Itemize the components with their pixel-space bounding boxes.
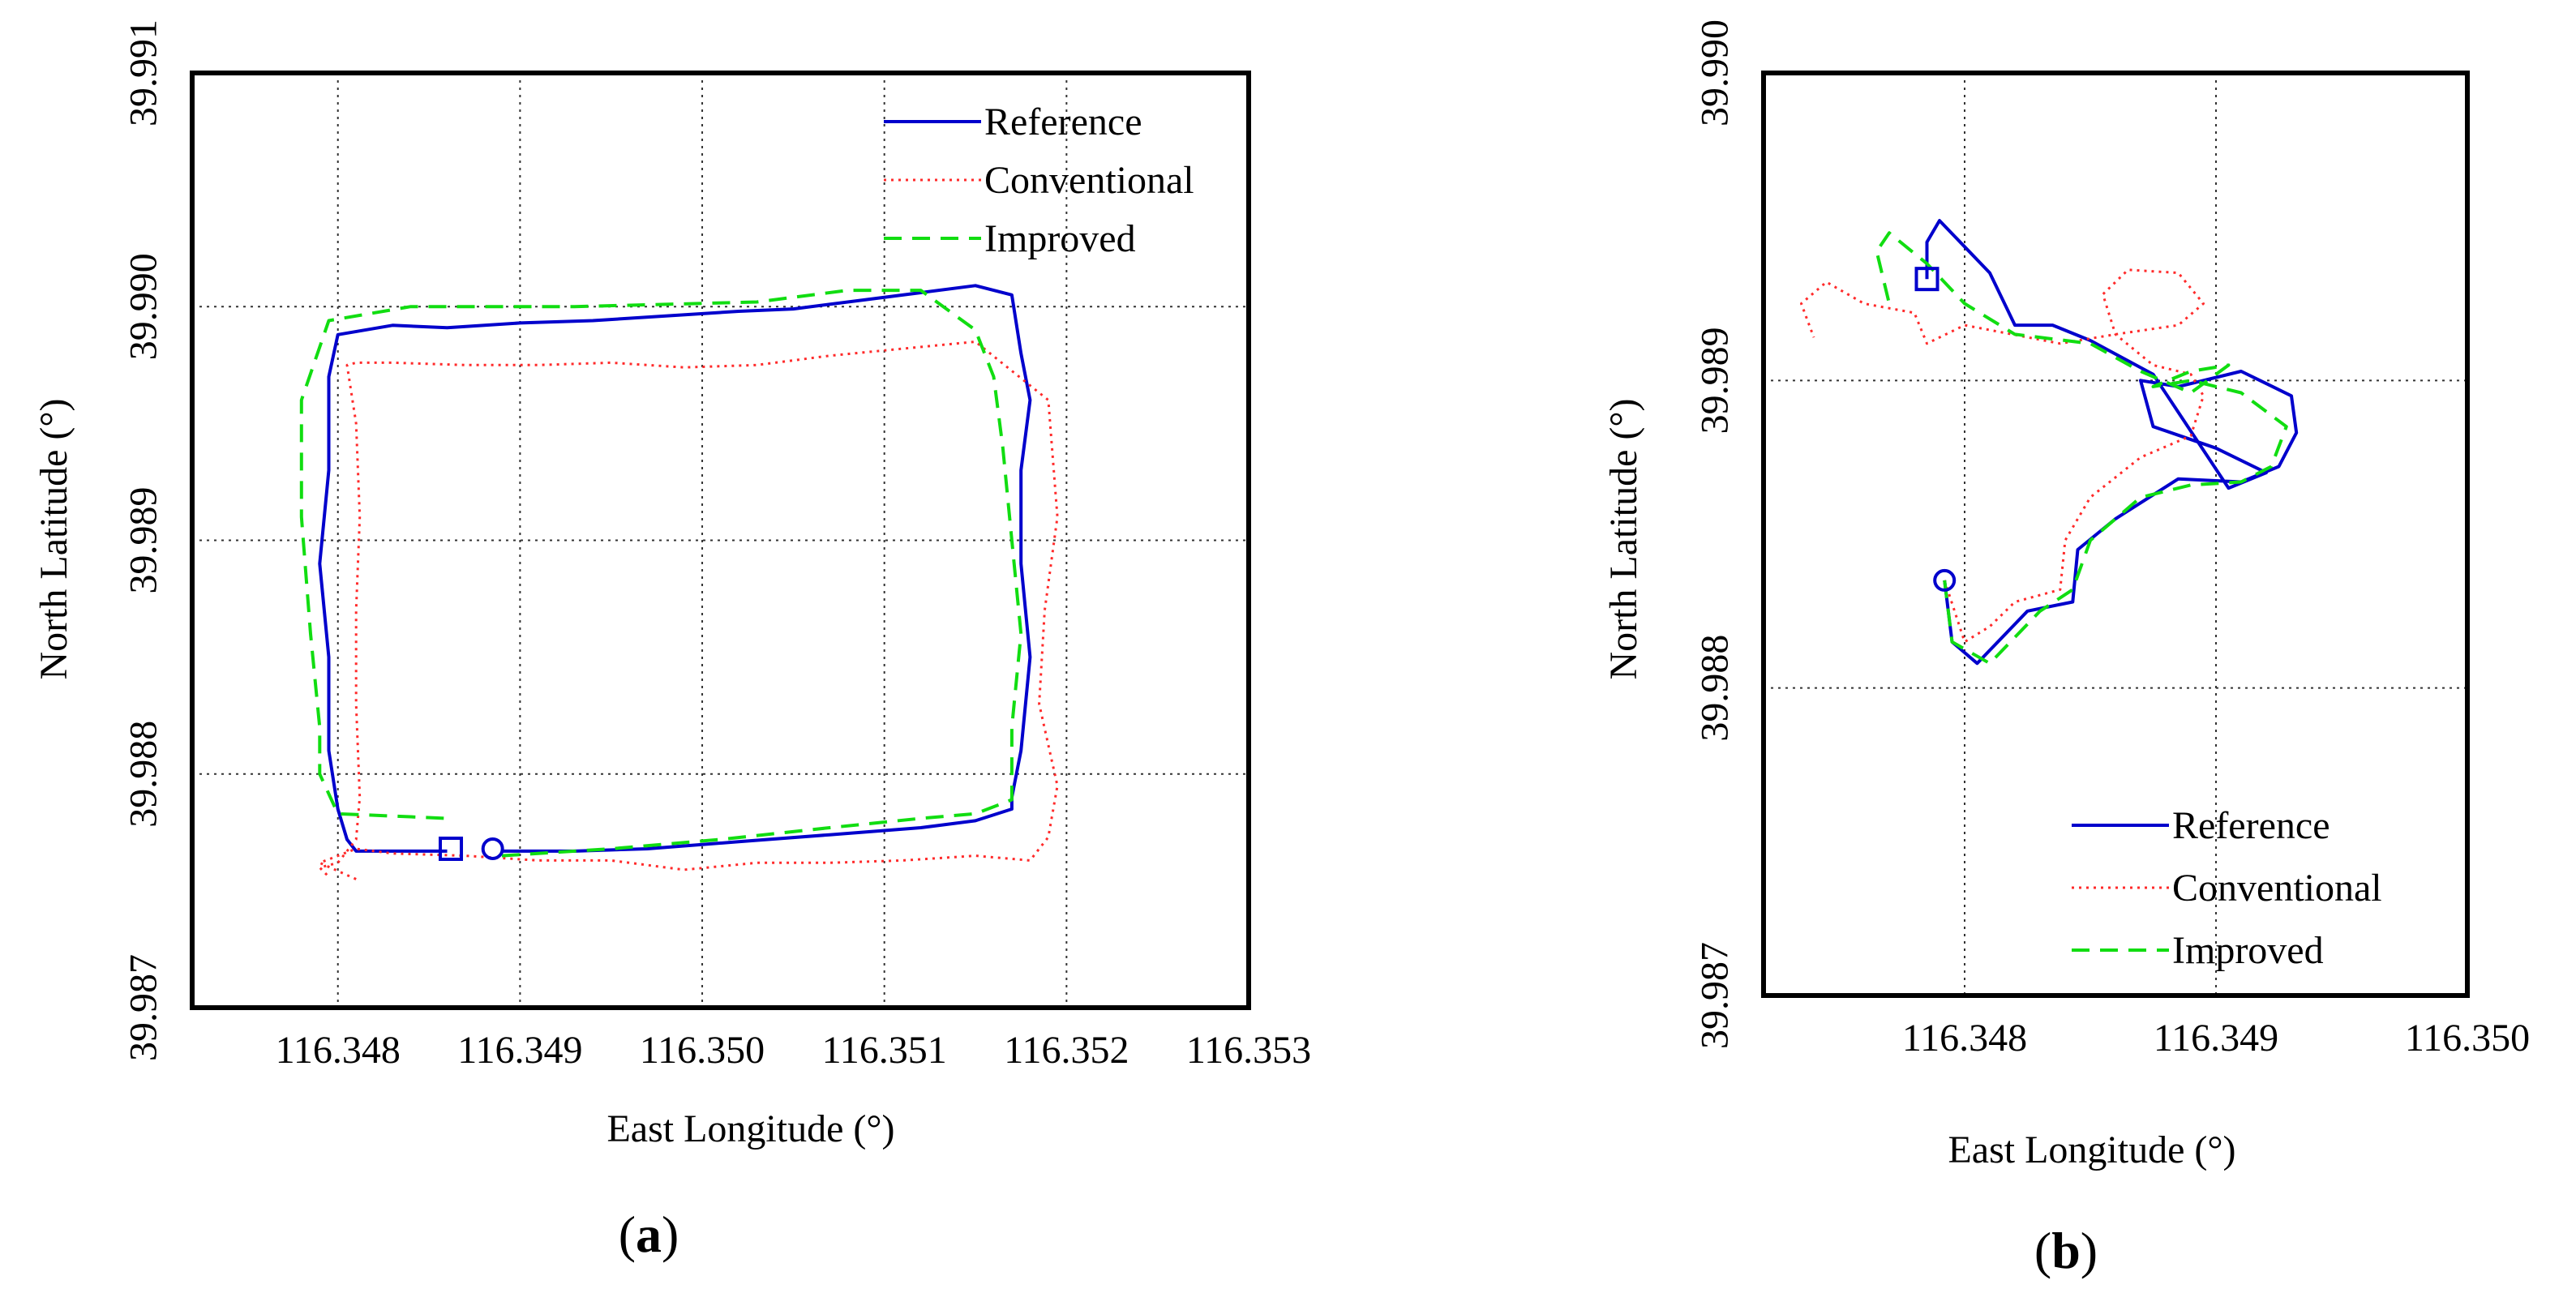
panel-b-ticks: 116.348 116.349 116.350 39.987 39.988 39.989 3…	[1694, 19, 2531, 1060]
x-tick-label: 116.352	[1004, 1029, 1129, 1072]
series-conventional	[318, 340, 1059, 880]
x-tick-label: 116.350	[640, 1029, 765, 1072]
legend-label-conventional: Conventional	[984, 159, 1194, 202]
legend-label-conventional: Conventional	[2172, 867, 2382, 910]
x-tick-label: 116.353	[1186, 1029, 1311, 1072]
panel-a-ticks: 116.348 116.349 116.350 116.351 116.352 116.3…	[122, 19, 1312, 1072]
y-tick-label: 39.987	[122, 954, 165, 1061]
panel-b-legend: Reference Conventional Improved	[2072, 804, 2382, 972]
y-tick-label: 39.988	[122, 721, 165, 828]
end-marker-circle	[481, 837, 504, 860]
x-tick-label: 116.350	[2405, 1017, 2530, 1060]
y-tick-label: 39.988	[1694, 635, 1737, 742]
panel-a-grid	[192, 73, 1249, 1008]
x-tick-label: 116.348	[276, 1029, 401, 1072]
legend-label-reference: Reference	[2172, 804, 2330, 847]
panel-a-ylabel: North Latitude (°)	[32, 398, 75, 679]
panel-b-ylabel: North Latitude (°)	[1602, 398, 1645, 679]
x-tick-label: 116.348	[1902, 1017, 2027, 1060]
y-tick-label: 39.987	[1694, 942, 1737, 1049]
panel-b-label: (b)	[2034, 1222, 2098, 1279]
legend-label-reference: Reference	[984, 101, 1142, 143]
y-tick-label: 39.990	[122, 253, 165, 360]
legend-label-improved: Improved	[2172, 929, 2324, 972]
y-tick-label: 39.989	[1694, 327, 1737, 434]
y-tick-label: 39.991	[122, 19, 165, 126]
panel-a-xlabel: East Longitude (°)	[606, 1107, 894, 1150]
series-improved	[299, 289, 1023, 858]
x-tick-label: 116.349	[457, 1029, 582, 1072]
series-conventional	[1800, 268, 2205, 644]
end-marker-circle	[1933, 568, 1957, 592]
panel-b: 116.348 116.349 116.350 39.987 39.988 39.989 3…	[1602, 19, 2530, 1279]
panel-a-series	[299, 284, 1059, 880]
series-reference	[1925, 219, 2299, 666]
start-marker-square	[1914, 267, 1940, 292]
panel-b-frame	[1761, 71, 2470, 998]
y-tick-label: 39.990	[1694, 19, 1737, 126]
panel-a-frame	[190, 71, 1251, 1010]
panel-b-series	[1800, 219, 2299, 666]
x-tick-label: 116.351	[822, 1029, 947, 1072]
panel-b-grid	[1764, 73, 2467, 996]
panel-a-legend: Reference Conventional Improved	[884, 101, 1194, 260]
panel-b-xlabel: East Longitude (°)	[1948, 1128, 2235, 1171]
series-improved	[1875, 231, 2288, 666]
legend-label-improved: Improved	[984, 217, 1136, 260]
panel-a: 116.348 116.349 116.350 116.351 116.352 116.3…	[32, 19, 1311, 1263]
y-tick-label: 39.989	[122, 487, 165, 594]
x-tick-label: 116.349	[2154, 1017, 2278, 1060]
start-marker-square	[439, 836, 464, 861]
panel-a-markers	[439, 836, 504, 861]
panel-a-label: (a)	[619, 1205, 679, 1263]
series-reference	[318, 284, 1032, 853]
panel-b-markers	[1914, 267, 1957, 592]
